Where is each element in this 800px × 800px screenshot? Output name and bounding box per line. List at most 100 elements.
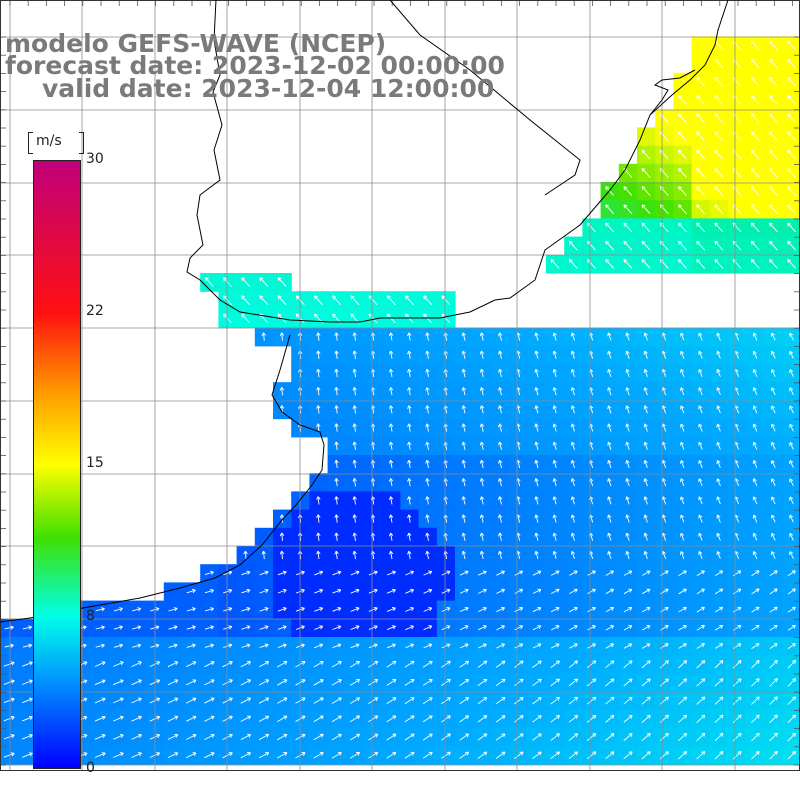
wind-arrow-head (647, 589, 651, 593)
wind-arrow-head (738, 625, 742, 629)
wind-arrow (422, 697, 433, 705)
wind-arrow-head (390, 550, 394, 555)
wind-arrow-head (696, 222, 701, 225)
wind-arrow-head (119, 752, 124, 754)
wind-arrow-head (661, 460, 664, 464)
wind-arrow-head (753, 350, 757, 354)
wind-arrow (441, 751, 451, 759)
wind-arrow (589, 551, 594, 560)
wind-arrow-head (750, 77, 753, 81)
wind-arrow-head (647, 643, 651, 648)
wind-arrow (495, 751, 506, 759)
wind-arrow-head (282, 588, 287, 591)
wind-arrow (353, 478, 356, 487)
wind-arrow-head (241, 313, 246, 316)
wind-arrow-head (557, 733, 560, 738)
wind-arrow-head (714, 77, 717, 81)
wind-arrow (751, 660, 760, 669)
wind-arrow-head (279, 514, 283, 519)
wind-arrow (714, 751, 724, 760)
wind-arrow-head (789, 441, 794, 445)
wind-arrow-head (751, 240, 755, 243)
wind-arrow-head (714, 258, 719, 261)
wind-arrow-head (334, 423, 337, 428)
wind-arrow (623, 240, 633, 251)
wind-arrow-head (735, 405, 739, 409)
wind-arrow (4, 644, 14, 648)
wind-arrow-head (246, 643, 251, 646)
wind-arrow (368, 607, 378, 612)
wind-arrow (662, 496, 667, 505)
wind-arrow-head (643, 423, 646, 428)
wind-arrow-head (683, 660, 687, 662)
wind-arrow-head (265, 607, 269, 612)
wind-arrow (750, 259, 760, 269)
wind-arrow (223, 295, 232, 306)
wind-arrow-head (662, 423, 666, 427)
wind-arrow (426, 441, 429, 450)
wind-arrow-head (393, 644, 396, 648)
wind-arrow (698, 332, 703, 341)
wind-arrow-head (372, 441, 376, 445)
wind-arrow-head (428, 625, 432, 627)
wind-arrow-head (446, 570, 451, 572)
wind-arrow (535, 460, 539, 469)
wind-arrow-head (717, 460, 721, 463)
wind-arrow-head (373, 625, 378, 627)
wind-arrow-head (10, 734, 15, 736)
wind-arrow-head (390, 332, 394, 336)
wind-arrow (750, 131, 760, 142)
wind-arrow (680, 332, 685, 341)
wind-arrow-head (680, 478, 685, 482)
wind-arrow-head (737, 732, 742, 735)
wind-arrow (462, 532, 466, 541)
wind-arrow (641, 607, 651, 613)
wind-arrow-head (303, 697, 306, 702)
wind-arrow-head (538, 607, 542, 611)
wind-arrow-head (334, 478, 337, 482)
wind-arrow (186, 626, 196, 630)
wind-arrow (678, 186, 687, 196)
wind-arrow-head (484, 679, 488, 683)
wind-arrow-head (247, 626, 251, 630)
wind-arrow (22, 734, 33, 740)
wind-arrow (571, 496, 575, 505)
wind-arrow-head (787, 59, 789, 63)
wind-arrow-head (535, 478, 539, 482)
wind-arrow-head (755, 751, 760, 753)
wind-arrow-head (466, 715, 470, 720)
wind-arrow-head (534, 423, 537, 428)
wind-arrow-head (737, 678, 742, 680)
wind-arrow (478, 570, 487, 576)
wind-arrow-head (461, 514, 464, 519)
wind-arrow (678, 643, 687, 649)
wind-arrow (277, 589, 287, 594)
wind-arrow-head (752, 387, 755, 392)
wind-arrow-head (229, 589, 233, 594)
wind-arrow-head (321, 752, 324, 756)
wind-arrow-head (750, 40, 753, 45)
wind-arrow-head (611, 589, 614, 593)
wind-arrow-head (83, 679, 88, 681)
wind-arrow (317, 532, 320, 541)
wind-arrow (168, 626, 178, 630)
wind-cell (691, 36, 711, 56)
wind-arrow (372, 332, 375, 341)
wind-arrow-head (661, 514, 664, 519)
wind-arrow (353, 405, 356, 414)
wind-arrow-head (498, 387, 500, 391)
wind-arrow-head (461, 405, 464, 410)
wind-arrow-head (662, 368, 666, 372)
wind-arrow-head (444, 405, 448, 409)
wind-arrow (480, 423, 484, 432)
wind-arrow (426, 387, 429, 396)
wind-arrow (222, 715, 233, 722)
wind-arrow-head (626, 496, 630, 500)
wind-arrow (568, 696, 578, 705)
wind-arrow-head (569, 258, 573, 261)
wind-arrow (223, 644, 232, 648)
wind-arrow (644, 514, 648, 523)
wind-arrow-head (407, 551, 410, 555)
wind-arrow-head (266, 734, 270, 738)
wind-arrow-head (594, 715, 597, 719)
